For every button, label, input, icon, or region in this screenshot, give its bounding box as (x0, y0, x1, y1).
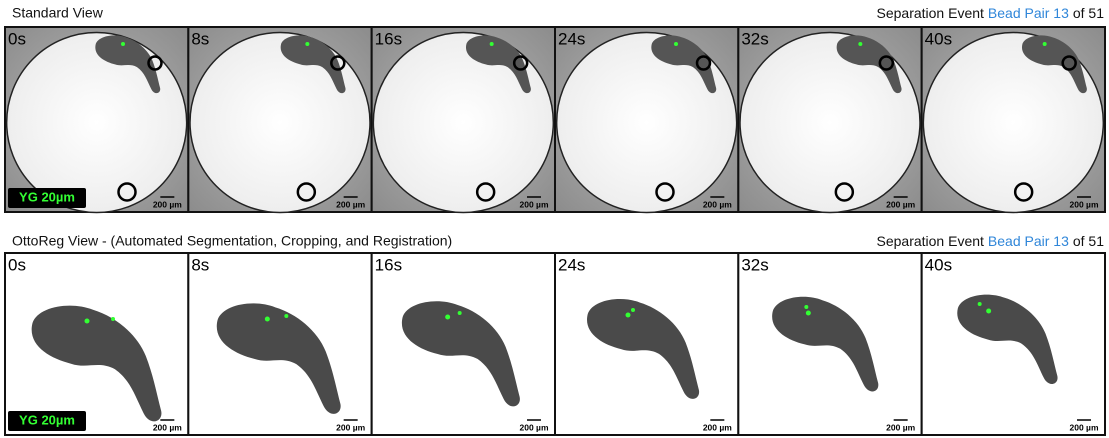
green-dot (284, 314, 288, 318)
green-dot (305, 42, 309, 46)
green-dot (986, 309, 991, 314)
scale-label: 200 µm (886, 199, 915, 209)
green-dot (626, 313, 631, 318)
time-label: 40s (925, 29, 952, 48)
green-dot (978, 302, 982, 306)
frame: 16s 200 µm (372, 27, 555, 213)
scale-label: 200 µm (703, 422, 732, 432)
scale-label: 200 µm (520, 422, 549, 432)
green-dot (85, 319, 90, 324)
green-dot (804, 305, 808, 309)
event-prefix: Separation Event (877, 5, 985, 21)
row-title: OttoReg View - (Automated Segmentation, … (12, 233, 452, 249)
time-label: 32s (741, 29, 768, 48)
scale-label: 200 µm (1070, 422, 1099, 432)
time-label: 16s (375, 29, 402, 48)
scale-label: 200 µm (520, 199, 549, 209)
scale-label: 200 µm (153, 422, 182, 432)
green-dot (858, 42, 862, 46)
time-label: 8s (191, 29, 209, 48)
frame: 16s 200 µm (372, 253, 555, 435)
green-dot (631, 308, 635, 312)
time-label: 0s (8, 255, 26, 274)
row-title: Standard View (12, 5, 104, 21)
event-highlight: Bead Pair 13 (988, 233, 1069, 249)
frame: 24s 200 µm (555, 27, 738, 213)
scale-label: 200 µm (703, 199, 732, 209)
time-label: 0s (8, 29, 26, 48)
time-label: 40s (925, 255, 952, 274)
event-prefix: Separation Event (877, 233, 985, 249)
scale-label: 200 µm (886, 422, 915, 432)
frame: 8s 200 µm (188, 27, 371, 213)
scale-label: 200 µm (336, 422, 365, 432)
green-dot (458, 311, 462, 315)
frame: 32s 200 µm (738, 253, 921, 435)
green-dot (806, 311, 811, 316)
green-dot (445, 315, 450, 320)
figure: Standard ViewSeparation EventBead Pair 1… (0, 0, 1109, 438)
time-label: 8s (191, 255, 209, 274)
event-suffix: of 51 (1073, 233, 1104, 249)
green-dot (265, 317, 270, 322)
event-suffix: of 51 (1073, 5, 1104, 21)
frame: 40s 200 µm (922, 27, 1105, 213)
green-dot (490, 42, 494, 46)
time-label: 32s (741, 255, 768, 274)
frame: 0s 200 µm YG 20µm (5, 27, 188, 213)
frame-bg (922, 253, 1105, 435)
green-dot (111, 317, 115, 321)
time-label: 16s (375, 255, 402, 274)
time-label: 24s (558, 255, 585, 274)
event-highlight: Bead Pair 13 (988, 5, 1069, 21)
frame: 0s 200 µm YG 20µm (5, 253, 188, 435)
green-dot (674, 42, 678, 46)
frame: 24s 200 µm (555, 253, 738, 435)
frame: 40s 200 µm (922, 253, 1105, 435)
badge: YG 20µm (19, 189, 75, 204)
green-dot (1043, 42, 1047, 46)
frame: 8s 200 µm (188, 253, 371, 435)
badge: YG 20µm (19, 412, 75, 427)
time-label: 24s (558, 29, 585, 48)
green-dot (121, 42, 125, 46)
scale-label: 200 µm (153, 199, 182, 209)
scale-label: 200 µm (336, 199, 365, 209)
scale-label: 200 µm (1070, 199, 1099, 209)
frame: 32s 200 µm (738, 27, 921, 213)
